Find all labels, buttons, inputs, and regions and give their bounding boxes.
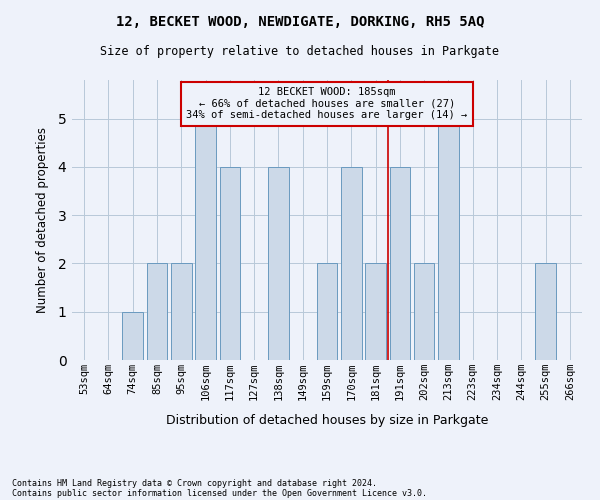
Bar: [535, 264, 556, 360]
Text: Size of property relative to detached houses in Parkgate: Size of property relative to detached ho…: [101, 45, 499, 58]
Bar: [341, 167, 362, 360]
Text: Contains public sector information licensed under the Open Government Licence v3: Contains public sector information licen…: [12, 488, 427, 498]
Bar: [414, 264, 434, 360]
Bar: [195, 118, 216, 360]
Text: 12 BECKET WOOD: 185sqm
← 66% of detached houses are smaller (27)
34% of semi-det: 12 BECKET WOOD: 185sqm ← 66% of detached…: [187, 87, 467, 120]
Bar: [365, 264, 386, 360]
Bar: [146, 264, 167, 360]
Bar: [389, 167, 410, 360]
Bar: [317, 264, 337, 360]
X-axis label: Distribution of detached houses by size in Parkgate: Distribution of detached houses by size …: [166, 414, 488, 427]
Bar: [438, 118, 459, 360]
Y-axis label: Number of detached properties: Number of detached properties: [36, 127, 49, 313]
Bar: [171, 264, 191, 360]
Text: Contains HM Land Registry data © Crown copyright and database right 2024.: Contains HM Land Registry data © Crown c…: [12, 478, 377, 488]
Bar: [122, 312, 143, 360]
Bar: [220, 167, 240, 360]
Text: 12, BECKET WOOD, NEWDIGATE, DORKING, RH5 5AQ: 12, BECKET WOOD, NEWDIGATE, DORKING, RH5…: [116, 15, 484, 29]
Bar: [268, 167, 289, 360]
